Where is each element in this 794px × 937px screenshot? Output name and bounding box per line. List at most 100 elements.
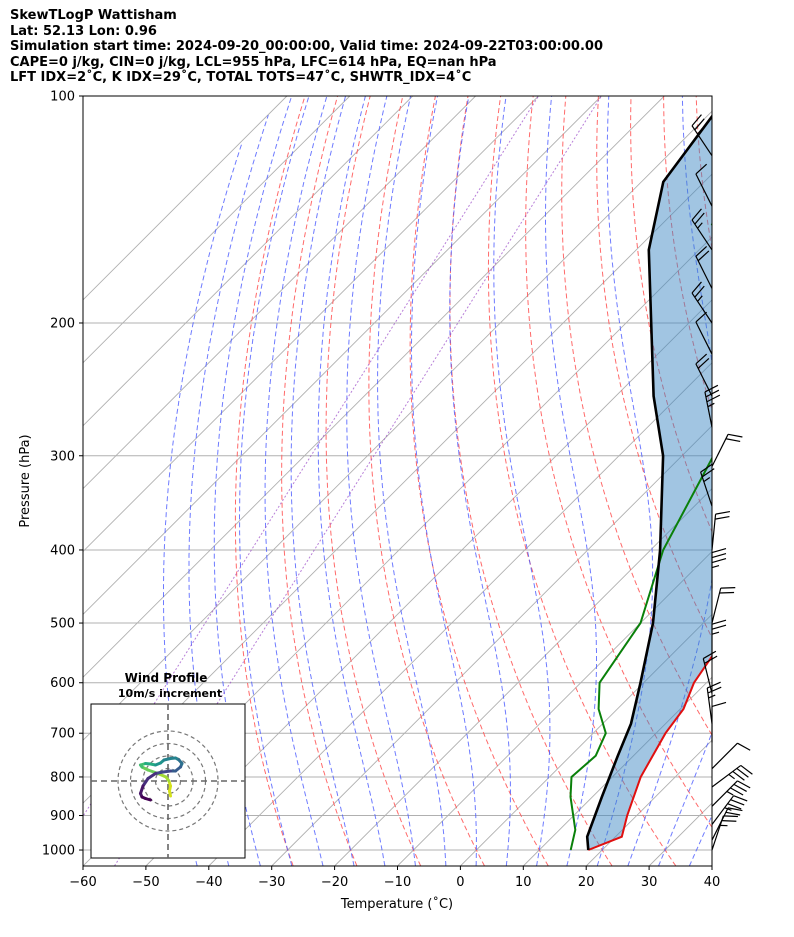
simulation-times: Simulation start time: 2024-09-20_00:00:… xyxy=(10,39,603,55)
station-location: Lat: 52.13 Lon: 0.96 xyxy=(10,23,157,39)
barb-flag xyxy=(737,780,751,789)
barb-flag xyxy=(697,358,710,369)
moist-adiabat xyxy=(346,96,416,866)
isotherm xyxy=(83,96,602,616)
barb-flag xyxy=(711,547,727,554)
x-tick-label: −50 xyxy=(132,875,159,890)
wind-barb xyxy=(695,311,713,355)
x-tick-label: −40 xyxy=(195,875,222,890)
inset-subtitle: 10m/s increment xyxy=(118,687,222,700)
x-axis-ticks: −60 −50 −40 −30 −20 −10 0 10 20 30 40 xyxy=(69,866,720,890)
x-tick-label: −30 xyxy=(258,875,285,890)
moist-adiabat xyxy=(317,96,386,866)
barb-flag xyxy=(695,163,708,175)
isotherm xyxy=(271,425,712,866)
barb-half-flag xyxy=(708,694,716,699)
barb-flag xyxy=(701,468,715,478)
barb-half-flag xyxy=(697,222,703,229)
isotherm xyxy=(208,362,712,866)
barb-staff xyxy=(700,471,713,507)
barb-flag xyxy=(695,311,708,323)
barb-flag xyxy=(711,619,727,625)
parcel-line xyxy=(585,114,712,851)
isotherm xyxy=(775,96,794,866)
barb-flag xyxy=(725,438,741,443)
barb-flag xyxy=(705,389,720,398)
isotherm xyxy=(711,865,712,866)
dry-adiabat xyxy=(449,96,613,866)
barb-flag xyxy=(694,118,705,131)
grid-lines xyxy=(83,96,794,866)
moist-adiabat xyxy=(596,96,654,866)
barb-staff xyxy=(695,363,713,397)
moist-adiabat xyxy=(163,144,242,866)
barb-half-flag xyxy=(697,295,703,302)
barb-staff xyxy=(695,256,713,289)
y-tick-label: 1000 xyxy=(42,844,75,859)
wind-barb xyxy=(695,353,713,397)
isotherm xyxy=(83,96,539,553)
wind-barb xyxy=(711,780,751,807)
barb-half-flag xyxy=(711,564,720,569)
barb-flag xyxy=(733,795,748,802)
barb-flag xyxy=(707,681,721,689)
wind-barb xyxy=(695,163,713,207)
wind-barb xyxy=(702,650,718,694)
dry-adiabat xyxy=(729,96,794,866)
barb-flag xyxy=(711,552,727,559)
x-tick-label: −20 xyxy=(321,875,348,890)
barb-flag xyxy=(691,208,702,221)
x-tick-label: 10 xyxy=(515,875,532,890)
barb-flag xyxy=(691,281,702,294)
barb-flag xyxy=(695,246,708,257)
dry-adiabat xyxy=(525,96,712,829)
x-tick-label: −60 xyxy=(69,875,96,890)
barb-flag xyxy=(725,811,741,816)
moist-adiabat xyxy=(290,96,355,866)
barb-flag xyxy=(704,384,719,393)
barb-flag xyxy=(737,742,751,751)
barb-flag xyxy=(736,767,749,778)
wind-barb xyxy=(711,742,751,770)
barb-flag xyxy=(711,701,727,708)
barb-half-flag xyxy=(707,402,715,408)
barb-flag xyxy=(706,394,721,403)
y-tick-label: 600 xyxy=(50,676,75,691)
barb-staff xyxy=(711,764,742,788)
dry-adiabat xyxy=(234,96,306,866)
wind-barb xyxy=(691,208,713,251)
isotherm xyxy=(397,550,712,866)
stability-indices-1: CAPE=0 j/kg, CIN=0 j/kg, LCL=955 hPa, LF… xyxy=(10,54,497,70)
hodo-segment xyxy=(144,797,152,802)
x-axis-label: Temperature (˚C) xyxy=(340,896,453,912)
barb-flag xyxy=(707,686,722,694)
barb-staff xyxy=(711,742,738,770)
y-tick-label: 500 xyxy=(50,617,75,632)
moist-adiabat xyxy=(720,96,794,866)
dewpoint-line xyxy=(569,222,712,851)
hodo-segment xyxy=(146,772,157,780)
dry-adiabat xyxy=(368,96,485,866)
barb-flag xyxy=(700,463,713,473)
x-tick-label: 0 xyxy=(456,875,464,890)
wind-barb xyxy=(711,619,727,661)
x-tick-label: −10 xyxy=(384,875,411,890)
barb-flag xyxy=(694,285,705,298)
barb-flag xyxy=(697,250,710,262)
isotherm xyxy=(83,96,414,427)
wind-barb xyxy=(711,807,743,841)
y-tick-label: 100 xyxy=(50,90,75,105)
moist-adiabat xyxy=(377,96,447,866)
wind-barb xyxy=(711,815,738,851)
moist-adiabat xyxy=(752,96,794,866)
barb-staff xyxy=(711,807,729,841)
x-tick-label: 30 xyxy=(641,875,658,890)
barb-staff xyxy=(695,173,713,207)
barb-staff xyxy=(695,321,713,355)
dry-adiabat xyxy=(487,96,677,866)
moist-adiabat xyxy=(449,96,511,866)
barb-flag xyxy=(702,650,717,660)
dry-adiabat xyxy=(663,96,712,412)
barb-half-flag xyxy=(697,128,703,135)
